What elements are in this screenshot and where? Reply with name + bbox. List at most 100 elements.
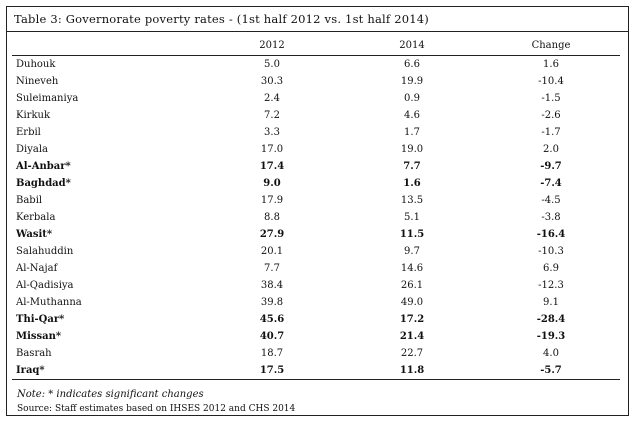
value-2012-cell: 45.6 <box>259 314 285 325</box>
table-row: Kirkuk 7.2 4.6 -2.6 <box>12 107 620 124</box>
value-2014-cell: 14.6 <box>400 263 424 274</box>
value-2012-cell: 17.9 <box>260 195 284 206</box>
value-2012-cell: 7.7 <box>264 263 280 274</box>
value-2014-cell: 26.1 <box>400 280 424 291</box>
value-2012-cell: 7.2 <box>264 110 280 121</box>
change-cell: -1.5 <box>541 93 561 104</box>
value-2014-cell: 1.7 <box>404 127 420 138</box>
governorate-cell: Thi-Qar* <box>16 314 65 325</box>
governorate-cell: Al-Qadisiya <box>16 280 74 291</box>
value-2012-cell: 18.7 <box>260 348 284 359</box>
value-2014-cell: 22.7 <box>400 348 424 359</box>
governorate-cell: Al-Anbar* <box>16 161 71 172</box>
value-2012-cell: 2.4 <box>264 93 280 104</box>
change-cell: 2.0 <box>543 144 559 155</box>
change-cell: -7.4 <box>540 178 562 189</box>
value-2014-cell: 5.1 <box>404 212 420 223</box>
value-2014-cell: 13.5 <box>400 195 424 206</box>
header-governorate <box>12 35 202 56</box>
value-2014-cell: 19.9 <box>400 76 424 87</box>
governorate-cell: Diyala <box>16 144 48 155</box>
value-2014-cell: 11.8 <box>342 362 482 380</box>
table-row: Diyala 17.0 19.0 2.0 <box>12 141 620 158</box>
table-row: Thi-Qar* 45.6 17.2 -28.4 <box>12 311 620 328</box>
governorate-cell: Duhouk <box>16 59 56 70</box>
table-row: Babil 17.9 13.5 -4.5 <box>12 192 620 209</box>
value-2012-cell: 20.1 <box>260 246 284 257</box>
governorate-cell: Missan* <box>16 331 62 342</box>
change-cell: -10.4 <box>538 76 564 87</box>
change-cell: -19.3 <box>536 331 566 342</box>
table-row: Baghdad* 9.0 1.6 -7.4 <box>12 175 620 192</box>
governorate-cell: Suleimaniya <box>16 93 79 104</box>
value-2012-cell: 9.0 <box>263 178 281 189</box>
value-2014-cell: 0.9 <box>404 93 420 104</box>
value-2012-cell: 17.4 <box>259 161 285 172</box>
value-2012-cell: 17.5 <box>202 362 342 380</box>
value-2014-cell: 9.7 <box>404 246 420 257</box>
title-divider <box>7 31 628 32</box>
table-title: Table 3: Governorate poverty rates - (1s… <box>14 12 429 26</box>
governorate-cell: Baghdad* <box>16 178 71 189</box>
table-frame: Table 3: Governorate poverty rates - (1s… <box>6 6 629 416</box>
change-cell: 4.0 <box>543 348 559 359</box>
table-row: Al-Muthanna 39.8 49.0 9.1 <box>12 294 620 311</box>
change-cell: 1.6 <box>543 59 559 70</box>
value-2012-cell: 8.8 <box>264 212 280 223</box>
value-2014-cell: 6.6 <box>404 59 420 70</box>
value-2014-cell: 7.7 <box>403 161 421 172</box>
header-change: Change <box>482 35 620 56</box>
governorate-cell: Kirkuk <box>16 110 51 121</box>
governorate-cell: Salahuddin <box>16 246 74 257</box>
value-2014-cell: 4.6 <box>404 110 420 121</box>
change-cell: -9.7 <box>540 161 562 172</box>
table-row: Al-Qadisiya 38.4 26.1 -12.3 <box>12 277 620 294</box>
value-2014-cell: 11.5 <box>399 229 425 240</box>
poverty-rates-table: 2012 2014 Change Duhouk 5.0 6.6 1.6 Nineveh 3… <box>12 35 620 380</box>
value-2012-cell: 38.4 <box>260 280 284 291</box>
value-2014-cell: 49.0 <box>400 297 424 308</box>
header-row: 2012 2014 Change <box>12 35 620 56</box>
governorate-cell: Al-Muthanna <box>16 297 82 308</box>
governorate-cell: Iraq* <box>12 362 202 380</box>
value-2014-cell: 19.0 <box>400 144 424 155</box>
change-cell: -10.3 <box>538 246 564 257</box>
change-cell: -3.8 <box>541 212 561 223</box>
value-2012-cell: 30.3 <box>260 76 284 87</box>
change-cell: -12.3 <box>538 280 564 291</box>
table-row: Iraq* 17.5 11.8 -5.7 <box>12 362 620 380</box>
value-2014-cell: 1.6 <box>403 178 421 189</box>
header-2014: 2014 <box>342 35 482 56</box>
table-row: Suleimaniya 2.4 0.9 -1.5 <box>12 90 620 107</box>
governorate-cell: Basrah <box>16 348 52 359</box>
table-row: Basrah 18.7 22.7 4.0 <box>12 345 620 362</box>
change-cell: 6.9 <box>543 263 559 274</box>
table-row: Al-Najaf 7.7 14.6 6.9 <box>12 260 620 277</box>
change-cell: -4.5 <box>541 195 561 206</box>
table-row: Nineveh 30.3 19.9 -10.4 <box>12 73 620 90</box>
governorate-cell: Wasit* <box>16 229 53 240</box>
governorate-cell: Nineveh <box>16 76 59 87</box>
change-cell: -1.7 <box>541 127 561 138</box>
change-cell: -28.4 <box>536 314 566 325</box>
value-2012-cell: 27.9 <box>259 229 285 240</box>
value-2012-cell: 39.8 <box>260 297 284 308</box>
change-cell: -16.4 <box>536 229 566 240</box>
value-2014-cell: 17.2 <box>399 314 425 325</box>
governorate-cell: Babil <box>16 195 43 206</box>
table-source: Source: Staff estimates based on IHSES 2… <box>17 404 296 414</box>
change-cell: -5.7 <box>482 362 620 380</box>
table-row: Missan* 40.7 21.4 -19.3 <box>12 328 620 345</box>
governorate-cell: Al-Najaf <box>16 263 58 274</box>
value-2012-cell: 3.3 <box>264 127 280 138</box>
value-2012-cell: 17.0 <box>260 144 284 155</box>
value-2012-cell: 40.7 <box>259 331 285 342</box>
governorate-cell: Kerbala <box>16 212 56 223</box>
table-row: Al-Anbar* 17.4 7.7 -9.7 <box>12 158 620 175</box>
table-row: Salahuddin 20.1 9.7 -10.3 <box>12 243 620 260</box>
value-2014-cell: 21.4 <box>399 331 425 342</box>
value-2012-cell: 5.0 <box>264 59 280 70</box>
table-row: Wasit* 27.9 11.5 -16.4 <box>12 226 620 243</box>
header-2012: 2012 <box>202 35 342 56</box>
governorate-cell: Erbil <box>16 127 41 138</box>
